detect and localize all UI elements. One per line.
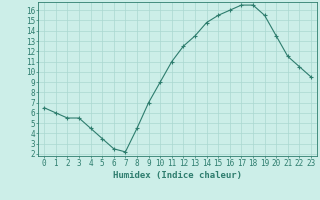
X-axis label: Humidex (Indice chaleur): Humidex (Indice chaleur)	[113, 171, 242, 180]
